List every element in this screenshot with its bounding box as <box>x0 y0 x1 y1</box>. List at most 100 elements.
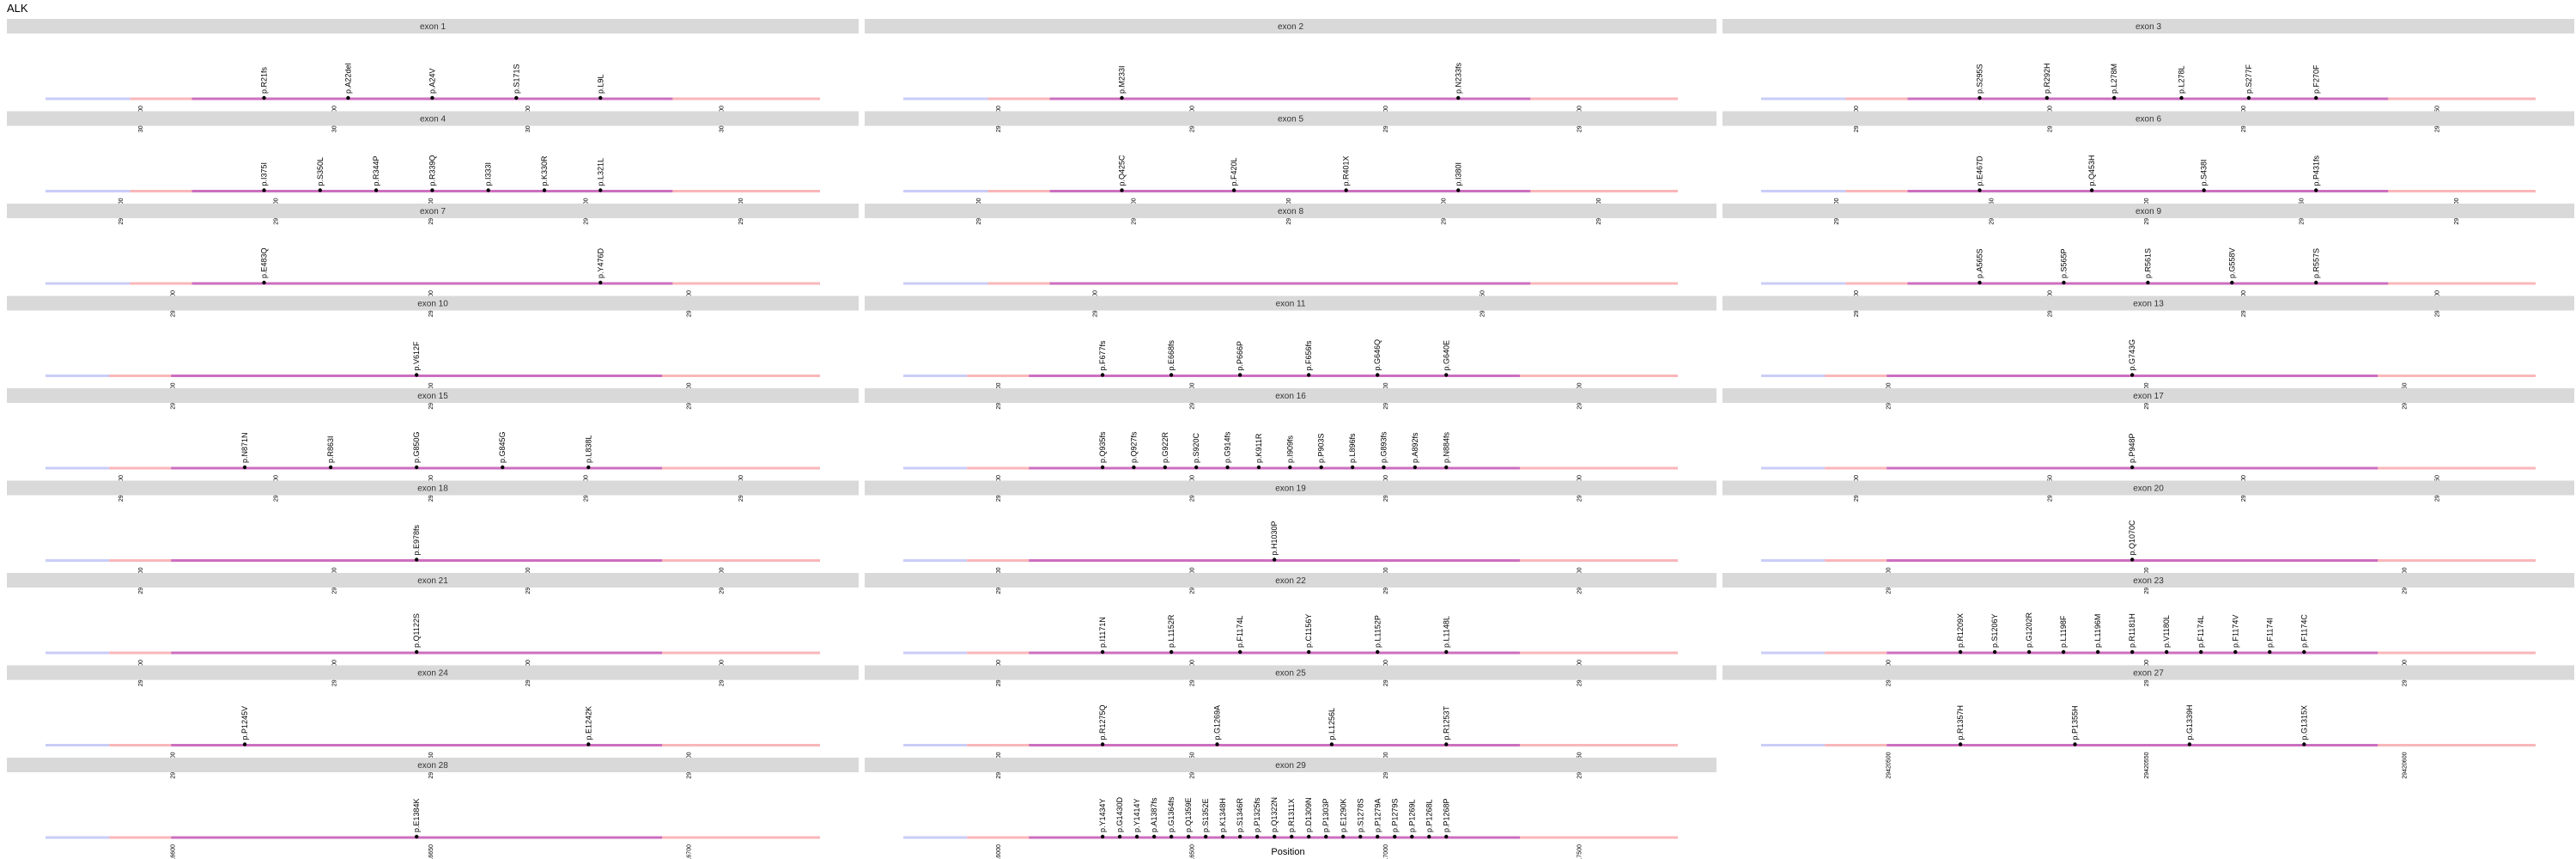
mutation-label: p.N884fs <box>1442 431 1450 463</box>
mutation-point <box>1290 834 1294 839</box>
mutation-label: p.R561S <box>2143 248 2152 278</box>
mutation-label: p.L1152P <box>1373 615 1382 648</box>
mutation-label: p.S1278S <box>1356 798 1364 832</box>
mutation-label: p.F1174I <box>2265 618 2274 648</box>
x-axis-title: Position <box>1271 847 1305 857</box>
mutation-point <box>1382 465 1386 470</box>
mutation-label: p.E1242K <box>584 706 592 740</box>
mutation-point <box>414 465 419 470</box>
mutation-point <box>2112 95 2117 101</box>
mutation-point <box>1456 95 1461 101</box>
mutation-point <box>2165 649 2169 655</box>
mutation-point <box>2246 95 2251 101</box>
mutation-point <box>346 95 350 101</box>
mutation-point <box>1151 834 1157 839</box>
mutation-label: p.L321L <box>596 158 605 186</box>
mutation-point <box>262 280 266 285</box>
mutation-label: p.L278L <box>2178 65 2186 94</box>
mutation-label: p.R1253T <box>1442 705 1450 740</box>
mutation-point <box>262 95 266 101</box>
mutation-point <box>1100 649 1105 655</box>
panel-strip <box>865 295 1716 311</box>
mutation-label: p.E1384K <box>412 798 421 832</box>
mutation-point <box>542 188 547 192</box>
mutation-point <box>2187 742 2192 746</box>
mutation-point <box>242 465 247 470</box>
mutation-label: p.G558V <box>2227 247 2236 278</box>
mutation-label: p.G893fs <box>1380 431 1388 463</box>
mutation-label: p.Q1359E <box>1184 797 1193 832</box>
mutation-point <box>1215 742 1219 746</box>
mutation-label: p.R401X <box>1342 155 1351 186</box>
panel-strip <box>1722 388 2574 403</box>
mutation-point <box>1306 373 1311 377</box>
mutation-point <box>1444 742 1449 746</box>
mutation-label: p.I1171N <box>1098 617 1107 648</box>
mutation-label: p.K330R <box>540 155 549 186</box>
mutation-point <box>2129 373 2135 377</box>
mutation-point <box>1237 373 1242 377</box>
mutation-point <box>1444 649 1449 655</box>
panel-strip-label: exon 10 <box>417 300 448 309</box>
mutation-label: p.R292H <box>2043 63 2051 94</box>
mutation-point <box>2129 557 2135 562</box>
mutation-point <box>2314 188 2318 192</box>
mutation-label: p.F677fs <box>1098 340 1107 371</box>
panel-strip-label: exon 16 <box>1275 392 1306 401</box>
mutation-point <box>514 95 519 101</box>
panel-strip <box>865 665 1716 680</box>
mutation-label: p.R1209X <box>1956 613 1965 648</box>
panel-strip <box>7 19 859 34</box>
mutation-label: p.F270F <box>2312 64 2320 94</box>
mutation-label: p.V612F <box>412 341 421 371</box>
mutation-label: p.S295S <box>1976 64 1984 94</box>
axis-tick-label: 29416000 <box>996 844 1002 859</box>
panel-strip-label: exon 5 <box>1278 115 1303 125</box>
mutation-point <box>1117 834 1122 839</box>
panel-strip <box>1722 573 2574 588</box>
mutation-label: p.I333I <box>484 162 493 186</box>
mutation-label: p.R344P <box>372 155 380 186</box>
mutation-point <box>1132 465 1136 470</box>
mutation-label: p.L9L <box>596 74 605 94</box>
mutation-point <box>1456 188 1461 192</box>
mutation-label: p.E978fs <box>412 524 421 555</box>
panel-strip <box>1722 480 2574 496</box>
panel-strip-label: exon 17 <box>2133 392 2164 401</box>
mutation-point <box>1444 465 1449 470</box>
mutation-label: p.L1196M <box>2093 614 2102 648</box>
mutation-point <box>1978 280 1982 285</box>
panel-strip-label: exon 20 <box>2133 484 2164 494</box>
panel-strip <box>865 19 1716 34</box>
mutation-label: p.E668fs <box>1167 339 1176 370</box>
mutation-point <box>2129 465 2135 470</box>
mutation-point <box>2314 280 2318 285</box>
mutation-point <box>2302 742 2306 746</box>
mutation-label: p.C1156Y <box>1304 614 1313 648</box>
mutation-label: p.S171S <box>512 64 520 94</box>
panel-strip-label: exon 25 <box>1275 669 1306 679</box>
mutation-point <box>1344 188 1348 192</box>
panel-strip-label: exon 15 <box>417 392 448 401</box>
panel-strip <box>1722 111 2574 126</box>
panel-strip <box>865 111 1716 126</box>
mutation-label: p.Q935fs <box>1098 431 1107 463</box>
axis-tick-label: 29420600 <box>2403 752 2409 778</box>
mutation-label: p.Q425C <box>1118 155 1127 186</box>
mutation-label: p.G1430D <box>1115 796 1124 832</box>
mutation-label: p.P903S <box>1317 433 1326 463</box>
mutation-point <box>1237 649 1242 655</box>
panel-strip-label: exon 9 <box>2136 207 2161 216</box>
mutation-label: p.A24V <box>428 68 436 94</box>
mutation-point <box>2146 280 2150 285</box>
mutation-point <box>1978 188 1982 192</box>
mutation-label: p.L1152R <box>1167 614 1176 648</box>
mutation-label: p.P1268L <box>1425 799 1433 832</box>
panel-strip-label: exon 4 <box>420 115 446 125</box>
mutation-label: p.I380I <box>1454 162 1462 186</box>
mutation-point <box>415 834 419 839</box>
mutation-point <box>1194 465 1199 470</box>
mutation-point <box>1273 834 1277 839</box>
mutation-point <box>2044 95 2050 101</box>
mutation-label: p.N871N <box>240 432 249 463</box>
